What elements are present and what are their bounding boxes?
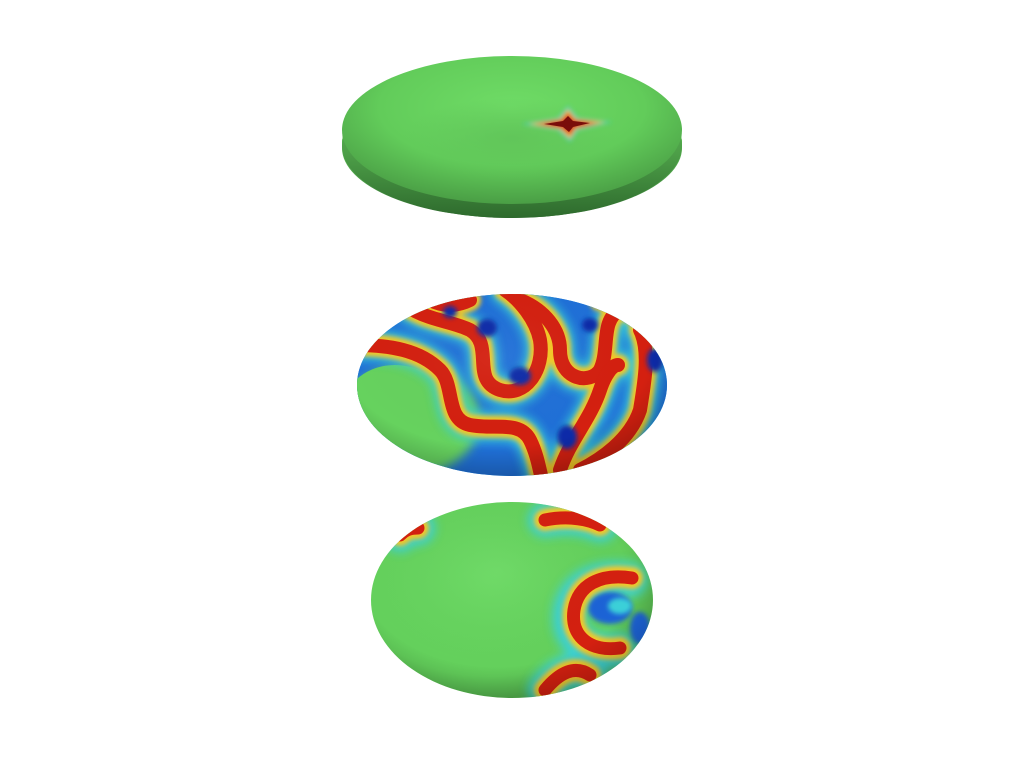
ellipsoid-middle <box>357 294 667 476</box>
cross-spot <box>522 106 612 142</box>
flat-disc-top <box>342 56 682 218</box>
ellipsoid-bottom <box>371 502 653 698</box>
